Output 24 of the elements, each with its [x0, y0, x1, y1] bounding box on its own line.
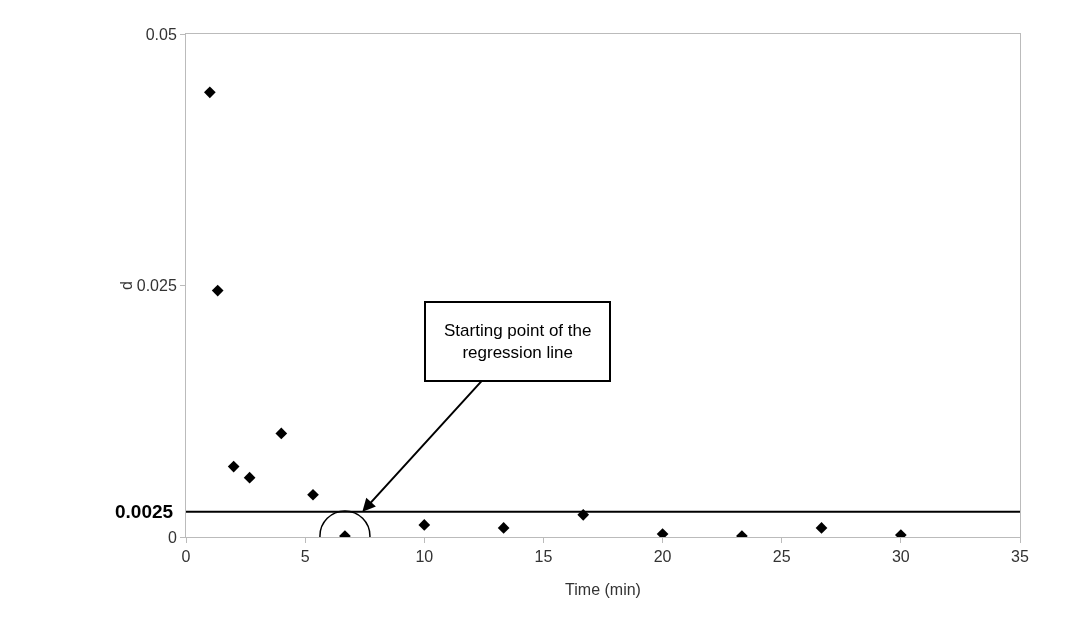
y-tick-label: 0.025: [136, 277, 177, 295]
x-tick-label: 10: [415, 548, 434, 566]
x-tick-label: 5: [300, 548, 310, 566]
y-tick-label: 0.05: [145, 25, 177, 43]
x-tick-label: 25: [772, 548, 791, 566]
y-axis-title: d: [117, 281, 135, 290]
x-tick-label: 15: [534, 548, 553, 566]
x-tick-label: 20: [653, 548, 672, 566]
x-axis-title: Time (min): [565, 581, 641, 598]
x-tick-label: 30: [891, 548, 910, 566]
point: [815, 522, 828, 534]
point: [227, 460, 240, 473]
y-tick-label: 0: [167, 528, 177, 546]
point: [243, 471, 256, 484]
point: [211, 284, 224, 297]
x-tick-label: 0: [181, 548, 191, 566]
point: [418, 519, 431, 531]
point: [203, 86, 216, 99]
point: [497, 522, 510, 534]
point: [275, 427, 288, 440]
annotation: Starting point of the regression line: [444, 321, 592, 363]
point: [307, 488, 319, 501]
x-tick-label: 35: [1011, 548, 1029, 566]
ref-line-label: 0.0025: [115, 501, 174, 522]
